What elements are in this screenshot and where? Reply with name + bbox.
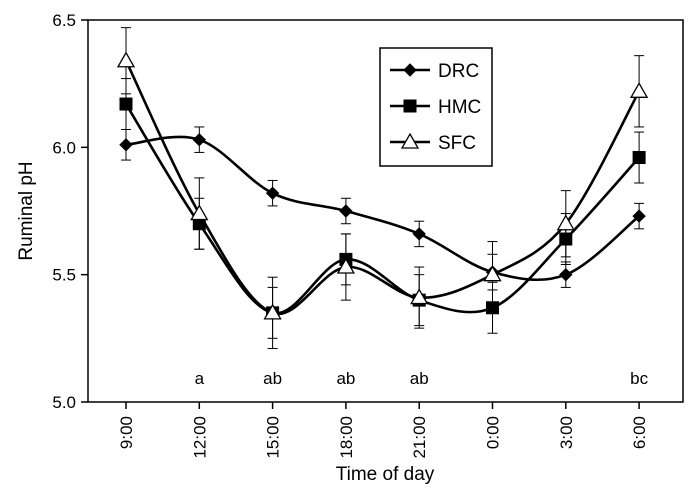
- drc-data-point: [632, 209, 646, 223]
- y-tick-label: 5.0: [52, 393, 76, 412]
- y-tick-label: 5.5: [52, 266, 76, 285]
- significance-label: a: [195, 369, 205, 388]
- hmc-data-point: [119, 97, 133, 111]
- x-tick-label: 6:00: [630, 416, 649, 449]
- sfc-data-point: [629, 81, 649, 98]
- sfc-data-point: [190, 204, 209, 221]
- y-tick-label: 6.0: [52, 138, 76, 157]
- x-tick-label: 12:00: [190, 416, 209, 459]
- sfc-data-point: [483, 265, 502, 282]
- x-tick-label: 3:00: [557, 416, 576, 449]
- sfc-data-point: [556, 214, 575, 231]
- legend-hmc-label: HMC: [438, 97, 481, 118]
- significance-label: ab: [263, 369, 282, 388]
- legend-sfc-marker: [400, 132, 420, 149]
- x-axis-label: Time of day: [336, 464, 435, 485]
- legend-drc-label: DRC: [438, 61, 479, 82]
- hmc-data-point: [486, 301, 499, 315]
- sfc-data-point: [263, 303, 282, 320]
- significance-label: ab: [410, 369, 429, 388]
- drc-data-point: [265, 186, 280, 200]
- x-tick-label: 18:00: [337, 416, 356, 459]
- drc-data-point: [559, 267, 573, 282]
- drc-data-point: [192, 132, 207, 147]
- drc-data-point: [412, 227, 426, 241]
- y-axis-label: Ruminal pH: [16, 161, 37, 260]
- x-tick-label: 21:00: [410, 416, 429, 459]
- significance-label: ab: [336, 369, 355, 388]
- legend-drc-marker: [403, 63, 417, 77]
- drc-data-point: [339, 204, 353, 218]
- legend-hmc-marker: [403, 99, 417, 113]
- sfc-data-point: [336, 257, 356, 274]
- y-tick-label: 6.5: [52, 11, 76, 30]
- plot-frame: [87, 19, 684, 403]
- sfc-data-point: [116, 51, 136, 68]
- significance-label: bc: [630, 369, 648, 388]
- x-tick-label: 9:00: [117, 416, 136, 449]
- x-tick-label: 0:00: [484, 416, 503, 449]
- hmc-data-point: [632, 151, 646, 165]
- legend-sfc-label: SFC: [438, 133, 476, 154]
- drc-data-point: [119, 138, 133, 152]
- x-tick-label: 15:00: [264, 416, 283, 459]
- hmc-data-point: [192, 217, 206, 231]
- hmc-data-point: [559, 232, 573, 246]
- sfc-data-point: [410, 288, 429, 305]
